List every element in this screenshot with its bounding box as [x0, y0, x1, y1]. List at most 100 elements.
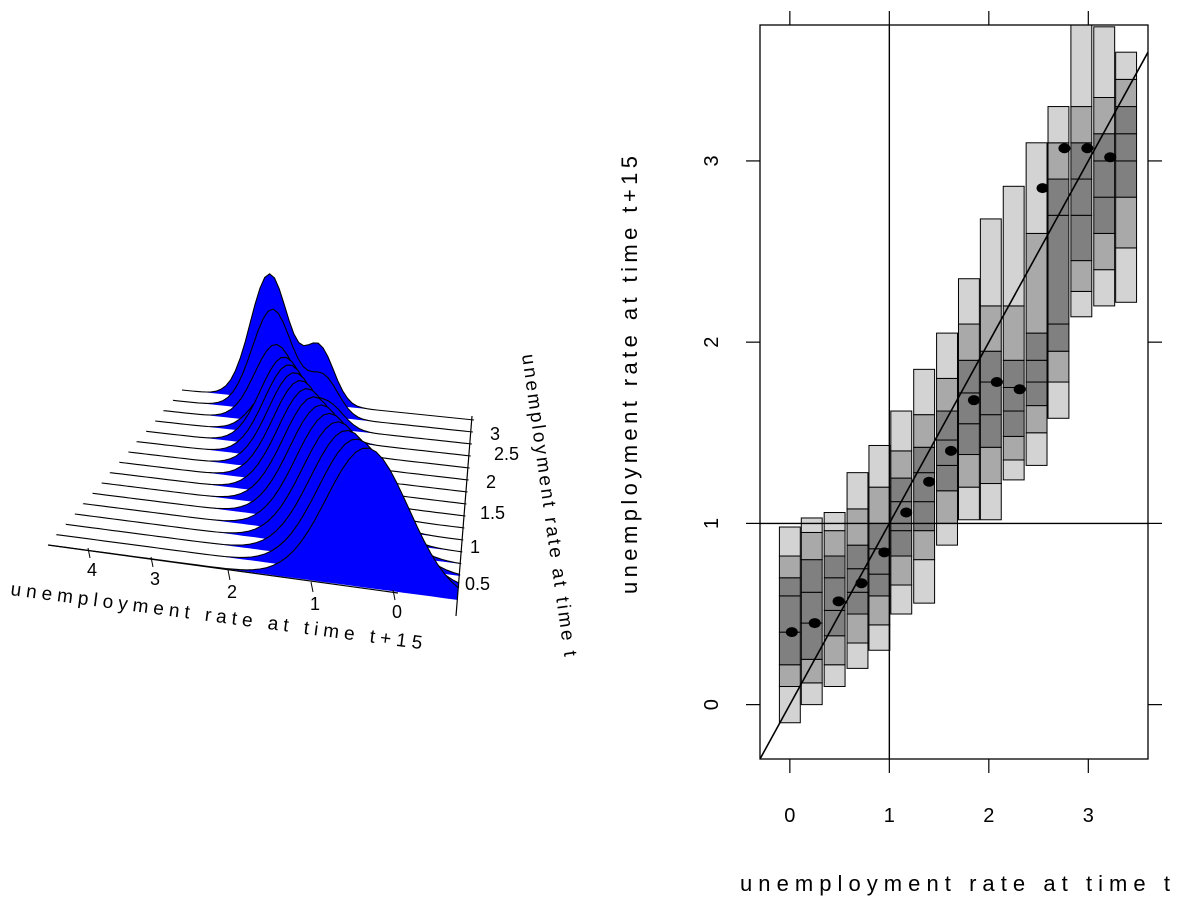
- density-box: [1002, 305, 1025, 361]
- density-box: [957, 454, 980, 488]
- ridge-outline: [119, 380, 467, 505]
- density-box: [890, 584, 913, 615]
- density-box: [1002, 410, 1025, 437]
- density-box: [778, 631, 801, 666]
- x-axis-line: [47, 544, 399, 594]
- density-box: [913, 414, 936, 448]
- density-box: [1115, 196, 1138, 249]
- median-point: [990, 377, 1003, 388]
- median-point: [945, 445, 958, 456]
- ridge-outline: [136, 364, 469, 481]
- density-box: [846, 544, 869, 570]
- density-box: [778, 577, 801, 597]
- y-tick-label: 1: [470, 537, 480, 557]
- x-tick-label: 0: [392, 602, 402, 622]
- density-box: [868, 624, 891, 651]
- x-axis-title: unemployment rate at time t: [740, 871, 1170, 896]
- density-box: [823, 512, 846, 532]
- density-box: [979, 483, 1002, 521]
- density-box: [1002, 185, 1025, 307]
- median-point: [832, 596, 845, 607]
- density-box: [1093, 232, 1116, 271]
- density-box: [800, 591, 823, 624]
- y-tick-label: 0.5: [465, 574, 490, 594]
- median-point: [878, 547, 891, 558]
- y-tick-label: 2: [486, 472, 496, 492]
- density-box: [800, 682, 823, 706]
- density-box: [957, 278, 980, 325]
- density-box: [1115, 51, 1138, 80]
- density-box: [957, 423, 980, 456]
- x-tick-mark: [150, 556, 154, 568]
- density-box: [913, 559, 936, 604]
- median-points: [785, 143, 1117, 638]
- density-box: [1047, 178, 1070, 216]
- identity-line: [760, 51, 1148, 759]
- density-box: [823, 664, 846, 688]
- density-box: [1002, 435, 1025, 461]
- density-box: [1093, 96, 1116, 135]
- median-point: [967, 395, 980, 406]
- density-box: [1115, 247, 1138, 303]
- median-point: [855, 578, 868, 589]
- density-box: [1093, 26, 1116, 98]
- density-box: [868, 486, 891, 524]
- y-ticks: 0 1 2 3: [701, 155, 1162, 710]
- density-box: [823, 555, 846, 579]
- density-box: [890, 555, 913, 586]
- y-axis-line: [455, 415, 473, 617]
- x-ticks: 4 3 2 1 0: [87, 547, 402, 622]
- density-box: [846, 613, 869, 644]
- x-tick-mark: [227, 569, 231, 581]
- y-tick-label: 3: [490, 424, 500, 444]
- density-box: [1047, 381, 1070, 419]
- density-box: [846, 472, 869, 510]
- x-tick-label: 1: [884, 805, 895, 827]
- perspective-plot: 4 321 0 0.511.522.53 unemployment rate at …: [9, 273, 580, 659]
- density-box: [979, 305, 1002, 352]
- density-box: [1025, 232, 1048, 334]
- density-box: [890, 530, 913, 557]
- density-box: [1115, 133, 1138, 162]
- density-box: [1002, 359, 1025, 388]
- density-box: [800, 517, 823, 533]
- density-box: [957, 486, 980, 521]
- density-box: [868, 573, 891, 597]
- density-box: [1093, 160, 1116, 198]
- density-box: [823, 577, 846, 611]
- density-box: [913, 368, 936, 416]
- density-box: [957, 323, 980, 361]
- y-tick-label: 1: [701, 518, 723, 529]
- density-box: [800, 622, 823, 660]
- x-tick-label: 3: [1083, 805, 1094, 827]
- median-point: [923, 476, 936, 487]
- density-box: [1025, 381, 1048, 407]
- density-box: [979, 446, 1002, 485]
- x-tick-label: 2: [983, 805, 994, 827]
- density-box: [979, 414, 1002, 448]
- density-box: [913, 530, 936, 561]
- plot-frame: [759, 24, 1149, 760]
- density-box: [1115, 160, 1138, 198]
- density-box: [800, 531, 823, 561]
- median-point: [1036, 183, 1049, 194]
- density-box: [890, 410, 913, 452]
- conditional-density-plot: 0 1 2 3 0 1 2 3 unemployment rate at time t un…: [617, 11, 1170, 896]
- x-tick-mark: [310, 581, 314, 593]
- y-tick-label: 2.5: [494, 444, 519, 464]
- x-tick-mark: [392, 589, 396, 601]
- density-box: [1047, 106, 1070, 144]
- density-box: [846, 508, 869, 546]
- density-box: [913, 472, 936, 503]
- ridge-density-fill: [48, 448, 458, 600]
- y-tick-label: 3: [701, 155, 723, 166]
- y-ticks: 0.5 11.5 2 2.53: [465, 424, 519, 594]
- density-box: [1093, 269, 1116, 307]
- ridge-outline: [172, 308, 473, 433]
- density-box: [979, 218, 1002, 307]
- density-box: [936, 464, 958, 492]
- y-axis-title: unemployment rate at time t: [517, 353, 580, 659]
- x-tick-label: 2: [227, 582, 237, 602]
- median-point: [1081, 143, 1094, 154]
